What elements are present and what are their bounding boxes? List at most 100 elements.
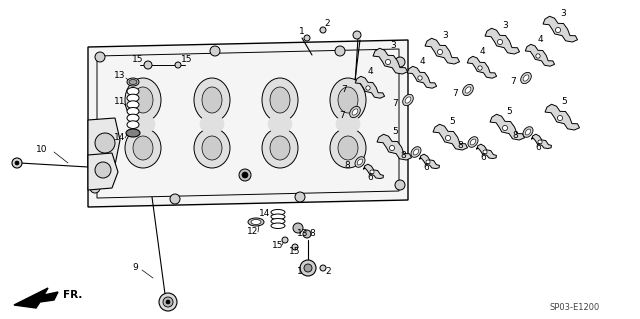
Ellipse shape [125, 78, 161, 122]
Circle shape [95, 133, 115, 153]
Text: 7: 7 [339, 110, 345, 120]
Text: 4: 4 [479, 48, 485, 56]
Polygon shape [545, 104, 580, 130]
Ellipse shape [523, 127, 533, 137]
Circle shape [242, 172, 248, 178]
Circle shape [95, 52, 105, 62]
Text: 10: 10 [36, 145, 48, 154]
Circle shape [159, 293, 177, 311]
Text: 15: 15 [272, 241, 284, 249]
Ellipse shape [355, 157, 365, 167]
Ellipse shape [521, 72, 531, 84]
Text: 3: 3 [560, 10, 566, 19]
Text: 4: 4 [537, 35, 543, 44]
Circle shape [170, 194, 180, 204]
Text: 11: 11 [115, 98, 125, 107]
Ellipse shape [125, 128, 161, 168]
Text: 6: 6 [367, 174, 373, 182]
Circle shape [95, 162, 111, 178]
Text: 4: 4 [419, 57, 425, 66]
Text: 5: 5 [392, 128, 398, 137]
Circle shape [239, 169, 251, 181]
Circle shape [300, 260, 316, 276]
Ellipse shape [194, 78, 230, 122]
Polygon shape [14, 288, 58, 308]
Text: 1: 1 [297, 268, 303, 277]
Text: 3: 3 [502, 21, 508, 31]
Ellipse shape [251, 219, 261, 225]
Polygon shape [355, 76, 385, 98]
Circle shape [536, 54, 540, 58]
Ellipse shape [470, 139, 476, 145]
Circle shape [166, 300, 170, 304]
Circle shape [395, 180, 405, 190]
Polygon shape [433, 124, 468, 150]
Text: 14: 14 [259, 209, 271, 218]
Text: 7: 7 [392, 100, 398, 108]
Ellipse shape [133, 87, 153, 113]
Ellipse shape [127, 87, 139, 95]
Text: 14: 14 [115, 133, 125, 143]
Ellipse shape [270, 87, 290, 113]
Ellipse shape [262, 128, 298, 168]
Circle shape [295, 192, 305, 202]
Text: 8: 8 [344, 160, 350, 169]
Text: 15: 15 [289, 248, 301, 256]
Circle shape [426, 160, 430, 164]
Circle shape [483, 150, 487, 154]
Ellipse shape [405, 97, 411, 103]
Ellipse shape [248, 218, 264, 226]
Text: 13: 13 [297, 228, 308, 238]
Circle shape [304, 35, 310, 41]
Polygon shape [485, 28, 520, 54]
Circle shape [418, 76, 422, 80]
Circle shape [438, 49, 442, 55]
Ellipse shape [202, 136, 222, 160]
Ellipse shape [403, 94, 413, 106]
Polygon shape [88, 153, 118, 190]
Circle shape [366, 86, 370, 90]
Polygon shape [525, 44, 555, 66]
Ellipse shape [262, 78, 298, 122]
Ellipse shape [352, 109, 358, 115]
Text: 8: 8 [309, 228, 315, 238]
Ellipse shape [133, 136, 153, 160]
Circle shape [90, 183, 100, 193]
Ellipse shape [336, 114, 360, 134]
Circle shape [390, 145, 394, 151]
Circle shape [293, 223, 303, 233]
Ellipse shape [127, 94, 139, 102]
Ellipse shape [127, 101, 139, 108]
Text: 9: 9 [132, 263, 138, 272]
Circle shape [320, 265, 326, 271]
Ellipse shape [127, 78, 139, 86]
Ellipse shape [271, 210, 285, 215]
Ellipse shape [268, 114, 292, 134]
Ellipse shape [271, 214, 285, 219]
Text: 4: 4 [367, 68, 373, 77]
Polygon shape [88, 40, 408, 207]
Text: SP03-E1200: SP03-E1200 [550, 303, 600, 313]
Text: 5: 5 [449, 117, 455, 127]
Circle shape [538, 140, 542, 144]
Ellipse shape [271, 219, 285, 224]
Polygon shape [532, 134, 552, 149]
Text: 13: 13 [115, 71, 125, 80]
Text: 15: 15 [181, 55, 193, 63]
Ellipse shape [330, 128, 366, 168]
Text: 7: 7 [341, 85, 347, 94]
Circle shape [497, 40, 502, 45]
Circle shape [445, 136, 451, 141]
Circle shape [557, 115, 563, 121]
Ellipse shape [463, 84, 474, 96]
Polygon shape [88, 118, 120, 167]
Text: FR.: FR. [63, 290, 83, 300]
Text: 1: 1 [299, 27, 305, 36]
Text: 6: 6 [535, 144, 541, 152]
Circle shape [385, 59, 390, 64]
Ellipse shape [129, 79, 137, 85]
Text: 7: 7 [510, 77, 516, 85]
Ellipse shape [468, 137, 478, 147]
Polygon shape [364, 164, 383, 179]
Ellipse shape [127, 114, 139, 122]
